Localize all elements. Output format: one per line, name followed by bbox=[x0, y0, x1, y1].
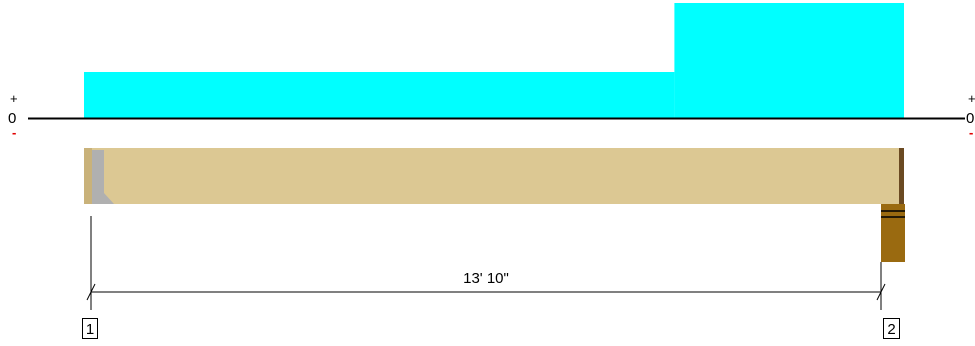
left-bearing-plate bbox=[92, 150, 114, 204]
support-number-2: 2 bbox=[887, 321, 895, 338]
left-axis-minus: - bbox=[12, 125, 16, 140]
support-label-box-1 bbox=[82, 318, 98, 339]
support-label-2: 2 bbox=[883, 318, 900, 339]
support-number-1: 1 bbox=[86, 321, 94, 338]
beam-body bbox=[84, 148, 904, 204]
left-axis-plus: + bbox=[10, 91, 18, 106]
right-axis-plus: + bbox=[968, 91, 975, 106]
beam-right-end bbox=[899, 148, 904, 204]
support-label-1: 1 bbox=[82, 318, 98, 339]
right-axis-zero: 0 bbox=[966, 110, 974, 127]
post-body bbox=[881, 204, 905, 262]
load-segment-low bbox=[84, 72, 675, 118]
right-post bbox=[881, 204, 905, 262]
left-axis-zero: 0 bbox=[8, 110, 16, 127]
beam bbox=[84, 148, 904, 204]
beam-left-end bbox=[84, 148, 92, 204]
span-length-label: 13' 10" bbox=[463, 270, 509, 287]
right-axis-minus: - bbox=[969, 125, 973, 140]
span-dimension: 13' 10" bbox=[86, 216, 886, 310]
support-label-box-2 bbox=[883, 318, 900, 339]
tick-mark-1 bbox=[86, 283, 96, 301]
load-segment-high bbox=[674, 3, 904, 118]
tick-mark-2 bbox=[876, 283, 886, 301]
